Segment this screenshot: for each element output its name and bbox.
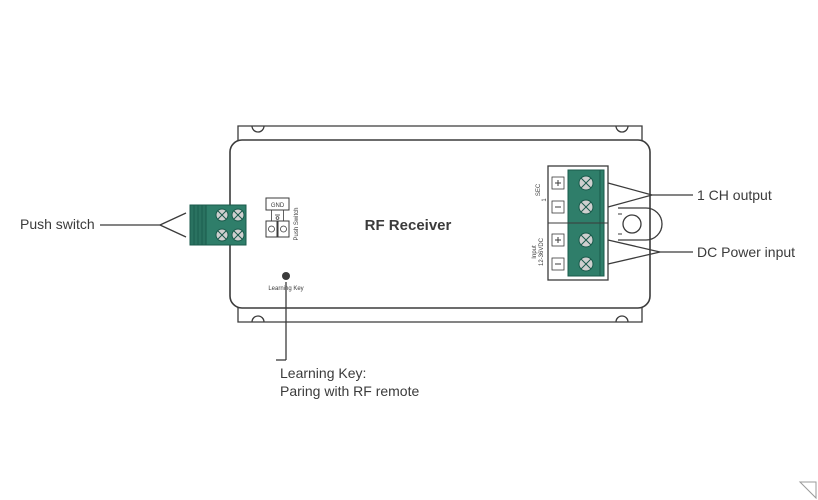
screw-icon [579, 233, 593, 247]
corner-fold-icon [800, 482, 816, 498]
screw-icon [579, 257, 593, 271]
dc-power-label: DC Power input [697, 244, 795, 260]
gnd-label: GND [271, 203, 285, 209]
sec-label: SEC [536, 183, 542, 196]
learning-key-leader [276, 282, 286, 360]
push-switch-label: Push switch [20, 216, 95, 232]
gnd-block: GND Push Switch [266, 198, 300, 241]
sec1-label: 1 [542, 198, 548, 202]
learning-key-callout-1: Learning Key: [280, 365, 366, 381]
screw-icon [579, 200, 593, 214]
input-label: Input [532, 245, 538, 259]
learning-key-callout-2: Paring with RF remote [280, 383, 419, 399]
input-voltage-label: 12-36VDC [539, 237, 545, 266]
left-connector [190, 205, 246, 245]
mount-ear-bottom [238, 308, 642, 322]
device-title: RF Receiver [365, 217, 452, 234]
push-switch-pin-label: Push Switch [294, 207, 300, 240]
push-switch-leader [100, 213, 186, 237]
screw-icon [579, 176, 593, 190]
ch-output-label: 1 CH output [697, 187, 772, 203]
mount-ear-top [238, 126, 642, 140]
cable-grommet [618, 208, 662, 240]
right-terminal-block: SEC 1 Input 12-36VDC [532, 166, 608, 280]
